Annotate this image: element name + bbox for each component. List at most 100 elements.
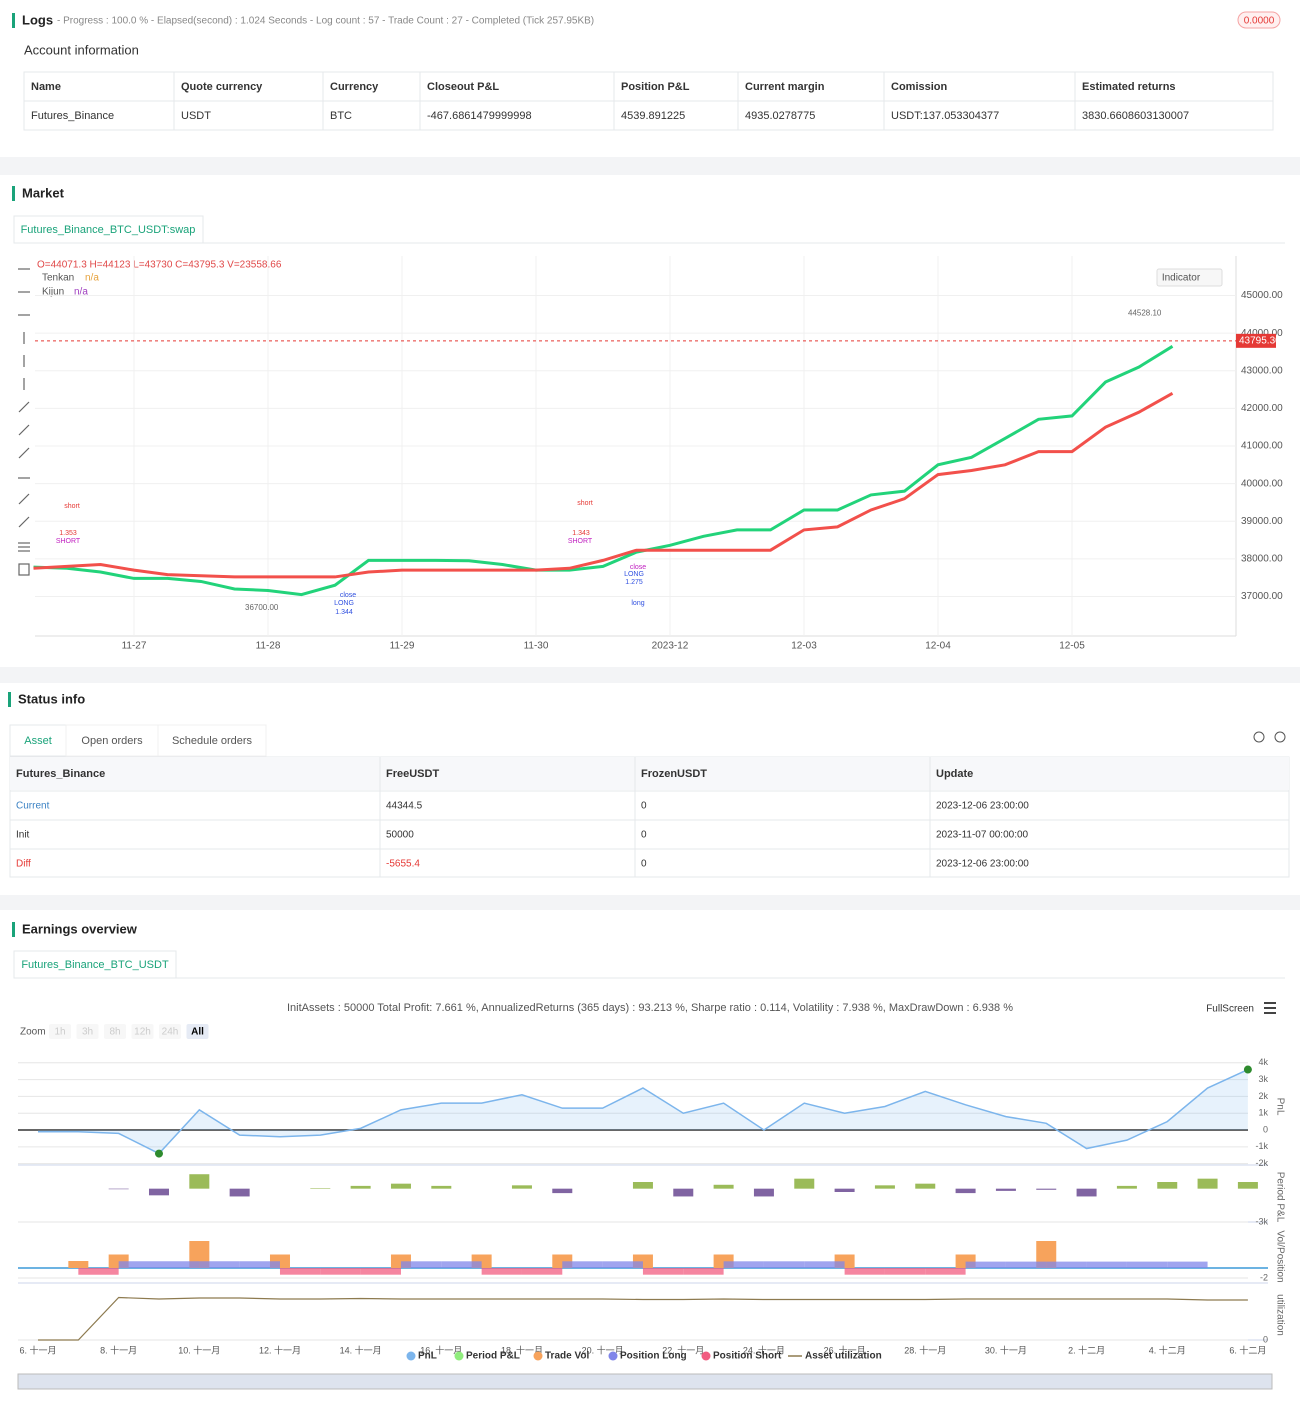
zoom-button[interactable] [104, 1024, 126, 1039]
legend-label[interactable]: PnL [418, 1351, 437, 1362]
legend-label[interactable]: Position Long [620, 1351, 687, 1362]
legend-symbol [533, 1351, 543, 1361]
badge[interactable] [1237, 11, 1281, 29]
period-bar [1157, 1182, 1178, 1189]
indicator-line [33, 345, 1174, 597]
x-tick-label: 11-28 [256, 641, 281, 652]
x-tick-label: 12. 十一月 [259, 1344, 301, 1355]
position-band [199, 1261, 240, 1268]
x-tick-label: 12-04 [925, 641, 951, 652]
position-band [723, 1261, 764, 1268]
period-bar [1197, 1178, 1218, 1189]
position-band [521, 1268, 563, 1275]
x-tick-label: 11-30 [524, 641, 549, 652]
period-bar [915, 1183, 936, 1189]
position-band [562, 1261, 603, 1268]
cell: 4935.0278775 [745, 110, 815, 122]
tab[interactable] [9, 724, 67, 757]
position-band [118, 1261, 159, 1268]
y-tick-label: 37000.00 [1241, 591, 1283, 602]
pnl-area [38, 1069, 1248, 1154]
position-band [400, 1261, 442, 1268]
position-band [441, 1261, 482, 1268]
y-tick-label: 42000.00 [1241, 403, 1283, 414]
log-summary: - Progress : 100.0 % - Elapsed(second) :… [57, 16, 594, 27]
extreme-point [1243, 1065, 1252, 1074]
low-label: 36700.00 [245, 603, 279, 612]
position-band [804, 1261, 845, 1268]
position-band [642, 1268, 684, 1275]
legend-label[interactable]: Asset utilization [805, 1351, 882, 1362]
zoom-button[interactable] [131, 1024, 154, 1039]
position-band [1167, 1261, 1208, 1268]
y-tick-label: 38000.00 [1241, 554, 1283, 565]
position-band [763, 1261, 805, 1268]
legend-label[interactable]: Trade Vol [545, 1351, 589, 1362]
zoom-button[interactable] [159, 1024, 181, 1039]
tab[interactable] [65, 724, 159, 757]
column-header: Currency [330, 81, 379, 93]
legend-label[interactable]: Position Short [713, 1351, 782, 1362]
cell: 2023-12-06 23:00:00 [936, 801, 1029, 812]
trade-label: 1.344 [335, 609, 353, 616]
x-tick-label: 6. 十二月 [1229, 1344, 1266, 1355]
column-header: Name [31, 81, 61, 93]
last-price-box [1236, 333, 1276, 348]
trade-label: SHORT [56, 538, 81, 545]
trade-label: 1.353 [59, 530, 77, 537]
position-band [1005, 1261, 1047, 1268]
section-title: Earnings overview [22, 921, 138, 936]
settings-icon[interactable] [1274, 731, 1286, 743]
x-tick-label: 2023-12 [652, 641, 689, 652]
zoom-button[interactable] [49, 1024, 71, 1039]
y-tick-label: 41000.00 [1241, 441, 1283, 452]
period-bar [148, 1188, 169, 1196]
tab[interactable] [13, 950, 177, 979]
indicator-button[interactable] [1156, 268, 1223, 287]
drawing-toolbar[interactable] [18, 268, 30, 576]
tab[interactable] [157, 724, 267, 757]
zoom-label: 1h [54, 1027, 65, 1038]
navigator[interactable] [17, 1373, 1273, 1390]
section-title: Status info [18, 691, 85, 706]
cell: -467.6861479999998 [427, 110, 532, 122]
extreme-point [154, 1149, 163, 1158]
tab-label: Schedule orders [172, 735, 253, 747]
trade-label: close [340, 592, 356, 599]
legend-label[interactable]: Period P&L [466, 1351, 520, 1362]
trade-label: 1.343 [572, 530, 590, 537]
period-bar [1116, 1185, 1137, 1189]
tab[interactable] [13, 215, 204, 244]
menu-icon[interactable] [1264, 1002, 1276, 1014]
ohlcv: O=44071.3 H=44123 L=43730 C=43795.3 V=23… [37, 260, 282, 271]
x-tick-label: 11-29 [390, 641, 415, 652]
cloud-icon[interactable] [1253, 731, 1265, 743]
zoom-button[interactable] [186, 1024, 209, 1039]
x-tick-label: 12-03 [791, 641, 817, 652]
indicator-line [33, 392, 1174, 579]
section-marker [12, 186, 15, 201]
x-tick-label: 8. 十一月 [100, 1344, 137, 1355]
position-band [925, 1268, 966, 1275]
x-tick-label: 2. 十二月 [1068, 1344, 1105, 1355]
position-band [884, 1268, 926, 1275]
trade-label: close [630, 564, 646, 571]
section-title: Market [22, 185, 65, 200]
position-band [481, 1268, 522, 1275]
cell: USDT [181, 110, 211, 122]
section-marker [12, 922, 15, 937]
fullscreen[interactable]: FullScreen [1206, 1004, 1254, 1015]
cell: 2023-11-07 00:00:00 [936, 830, 1029, 841]
tab-label: Open orders [81, 735, 143, 747]
cell: -5655.4 [386, 859, 420, 870]
position-band [602, 1261, 643, 1268]
zoom-button[interactable] [76, 1024, 99, 1039]
column-header: FreeUSDT [386, 768, 439, 780]
legend-symbol [454, 1351, 464, 1361]
period-bar [955, 1188, 976, 1194]
period-bar [713, 1184, 734, 1189]
cell: 3830.6608603130007 [1082, 110, 1189, 122]
cell: 0 [641, 801, 647, 812]
x-tick-label: 30. 十一月 [985, 1344, 1027, 1355]
